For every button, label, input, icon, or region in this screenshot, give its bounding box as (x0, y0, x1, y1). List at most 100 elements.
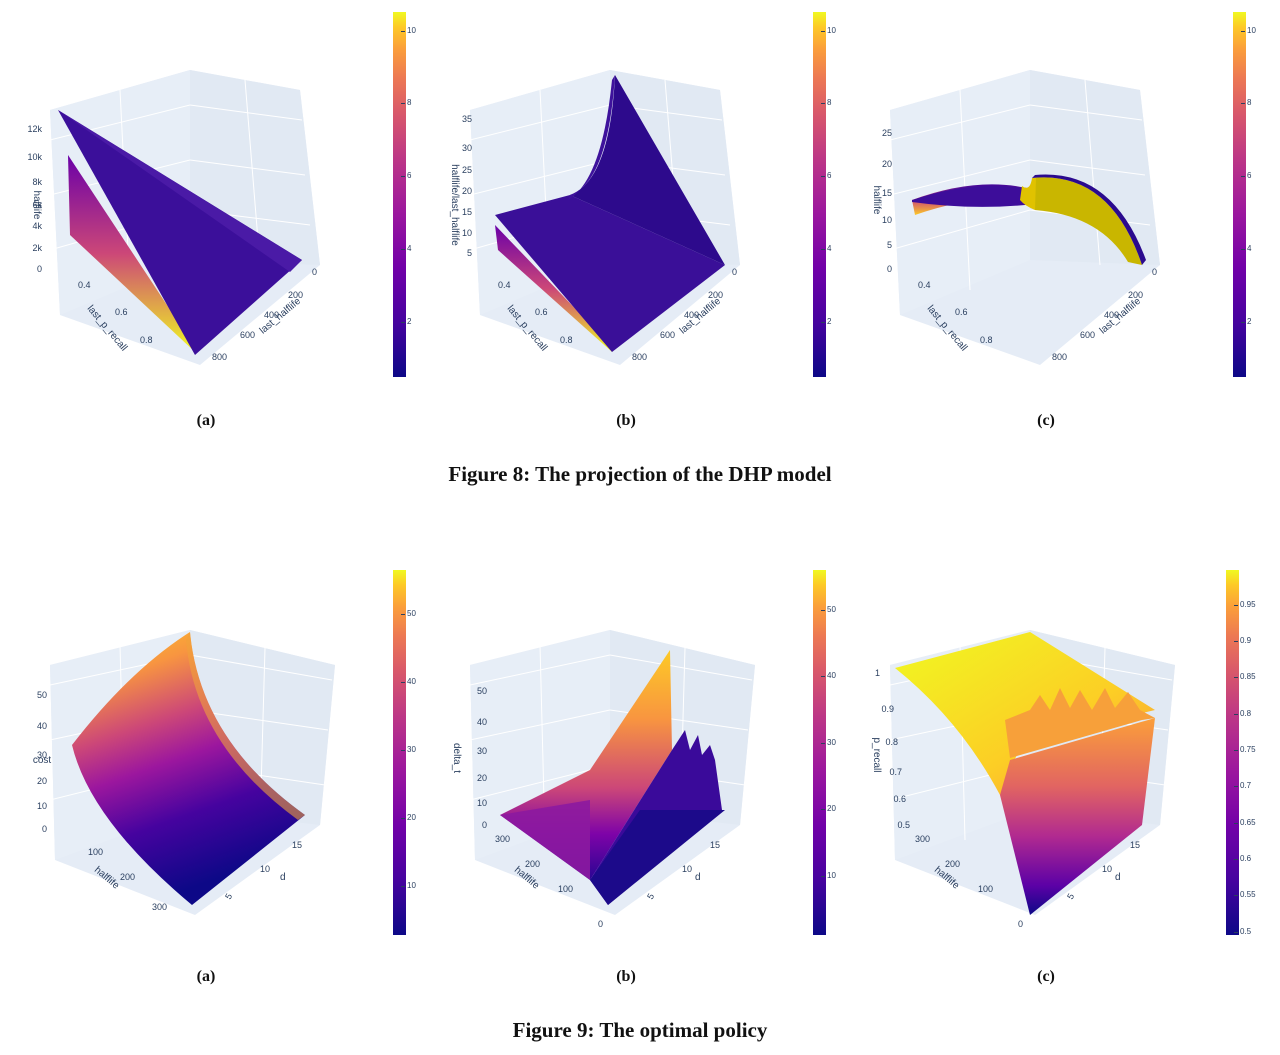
fig9a-cb-tick-2: 30 (401, 745, 416, 754)
fig9a-ytick-0: 5 (223, 892, 234, 901)
fig8c-ztick-2: 10 (882, 215, 892, 225)
fig9b-ylabel: d (695, 872, 701, 883)
fig9-panel-a: cost 0 10 20 30 40 50 halflife 100 200 3… (20, 570, 420, 950)
fig8a-ztick-0: 0 (37, 264, 42, 274)
fig8a-xtick-1: 0.6 (115, 307, 128, 317)
fig9b-ztick-0: 0 (482, 820, 487, 830)
fig9b-cb-tick-4: 50 (821, 605, 836, 614)
fig9a-ztick-5: 50 (37, 690, 47, 700)
fig9a-ztick-2: 20 (37, 776, 47, 786)
fig8c-cb-tick-1: 4 (1240, 244, 1252, 253)
fig9c-xtick-2: 200 (945, 859, 960, 869)
fig8a-cb-tick-1: 4 (400, 244, 412, 253)
fig8c-cb-tick-2: 6 (1240, 171, 1252, 180)
fig9a-cb-tick-3: 40 (401, 677, 416, 686)
fig8b-xtick-2: 0.8 (560, 335, 573, 345)
fig8b-ytick-3: 600 (660, 330, 675, 340)
fig8a-ztick-6: 12k (27, 124, 42, 134)
fig9b-ytick-2: 15 (710, 840, 720, 850)
fig9c-colorbar: 0.5 0.55 0.6 0.65 0.7 0.75 0.8 0.85 0.9 … (1226, 570, 1256, 936)
fig9c-cb-tick-3: 0.65 (1234, 818, 1256, 827)
fig9c-ztick-4: 0.9 (881, 704, 894, 714)
fig9a-cb-tick-4: 50 (401, 609, 416, 618)
fig8b-colorbar: 2 4 6 8 10 (813, 12, 836, 377)
fig9c-zlabel: p_recall (871, 737, 882, 772)
fig9a-xtick-0: 100 (88, 847, 103, 857)
fig8c-ztick-5: 25 (882, 128, 892, 138)
fig9b-ztick-1: 10 (477, 798, 487, 808)
fig9a-ztick-0: 0 (42, 824, 47, 834)
fig9c-cb-tick-7: 0.85 (1234, 672, 1256, 681)
fig8a-cb-tick-2: 6 (400, 171, 412, 180)
fig9a-caption: (a) (196, 968, 216, 985)
fig8a-ztick-5: 10k (27, 152, 42, 162)
fig9a-ytick-2: 15 (292, 840, 302, 850)
fig9c-cb-tick-6: 0.8 (1233, 709, 1252, 718)
fig9c-ztick-0: 0.5 (897, 820, 910, 830)
fig8-panel-b: halflife/last_halflife 5 10 15 20 25 30 … (440, 10, 840, 390)
fig9a-ztick-3: 30 (37, 750, 47, 760)
figure9-caption: Figure 9: The optimal policy (512, 1018, 768, 1042)
fig8a-ytick-0: 0 (312, 267, 317, 277)
fig9a-zlabel: cost (33, 755, 52, 766)
fig9a-surface-plot: cost 0 10 20 30 40 50 halflife 100 200 3… (33, 630, 335, 915)
fig9c-ylabel: d (1115, 872, 1121, 883)
fig9b-cb-tick-0: 10 (821, 871, 836, 880)
fig8c-colorbar: 2 4 6 8 10 (1233, 12, 1256, 377)
fig8a-ztick-4: 8k (32, 177, 42, 187)
fig9c-cb-tick-1: 0.55 (1234, 890, 1256, 899)
fig8-panel-a: halflife 0 2k 4k 6k 8k 10k 12k last_p_re… (20, 10, 420, 390)
fig8a-caption: (a) (196, 412, 216, 429)
fig8b-cb-tick-2: 6 (820, 171, 832, 180)
fig9c-ytick-1: 10 (1102, 864, 1112, 874)
fig9b-caption: (b) (616, 968, 636, 985)
fig8b-caption: (b) (616, 412, 636, 429)
fig8b-cb-tick-0: 2 (820, 317, 832, 326)
fig9b-cb-tick-2: 30 (821, 738, 836, 747)
fig8c-ytick-2: 400 (1104, 310, 1119, 320)
fig8c-xtick-1: 0.6 (955, 307, 968, 317)
fig9c-ztick-1: 0.6 (893, 794, 906, 804)
fig9c-cb-tick-5: 0.75 (1234, 745, 1256, 754)
fig9a-ztick-4: 40 (37, 721, 47, 731)
fig8a-xtick-2: 0.8 (140, 335, 153, 345)
fig8c-cb-tick-4: 10 (1241, 26, 1256, 35)
fig8c-ytick-0: 0 (1152, 267, 1157, 277)
fig8c-ztick-1: 5 (887, 240, 892, 250)
fig9a-cb-tick-0: 10 (401, 881, 416, 890)
fig9b-xtick-0: 0 (598, 919, 603, 929)
fig9a-ylabel: d (280, 872, 286, 883)
fig9c-xtick-3: 300 (915, 834, 930, 844)
fig8c-ztick-3: 15 (882, 188, 892, 198)
fig8a-cb-tick-4: 10 (401, 26, 416, 35)
fig8a-ztick-1: 2k (32, 243, 42, 253)
fig9a-ytick-1: 10 (260, 864, 270, 874)
fig9b-xtick-2: 200 (525, 859, 540, 869)
fig8c-cb-tick-0: 2 (1240, 317, 1252, 326)
fig8a-cb-tick-0: 2 (400, 317, 412, 326)
fig9b-ztick-5: 50 (477, 686, 487, 696)
fig9b-ytick-0: 5 (645, 892, 656, 901)
fig8b-ztick-5: 30 (462, 143, 472, 153)
fig8c-cb-tick-3: 8 (1240, 98, 1252, 107)
fig8a-ytick-1: 200 (288, 290, 303, 300)
fig8b-xtick-0: 0.4 (498, 280, 511, 290)
fig9a-cb-tick-1: 20 (401, 813, 416, 822)
fig8a-ytick-2: 400 (264, 310, 279, 320)
fig8b-cb-tick-3: 8 (820, 98, 832, 107)
fig8b-zlabel: halflife/last_halflife (449, 164, 460, 246)
figure8-caption: Figure 8: The projection of the DHP mode… (448, 462, 832, 486)
fig8-panel-c: halflife 0 5 10 15 20 25 last_p_recall 0… (860, 10, 1260, 390)
fig8b-ztick-1: 10 (462, 228, 472, 238)
fig9c-ztick-5: 1 (875, 668, 880, 678)
fig9-panel-c: p_recall 0.5 0.6 0.7 0.8 0.9 1 halflife … (860, 570, 1260, 950)
fig9c-xtick-1: 100 (978, 884, 993, 894)
fig9c-ztick-3: 0.8 (885, 737, 898, 747)
fig9c-cb-tick-9: 0.95 (1234, 600, 1256, 609)
fig9c-cb-tick-4: 0.7 (1233, 781, 1252, 790)
fig8b-cb-tick-4: 10 (821, 26, 836, 35)
fig9b-xtick-1: 100 (558, 884, 573, 894)
fig9b-ztick-2: 20 (477, 773, 487, 783)
fig9b-xtick-3: 300 (495, 834, 510, 844)
fig8b-ztick-0: 5 (467, 248, 472, 258)
